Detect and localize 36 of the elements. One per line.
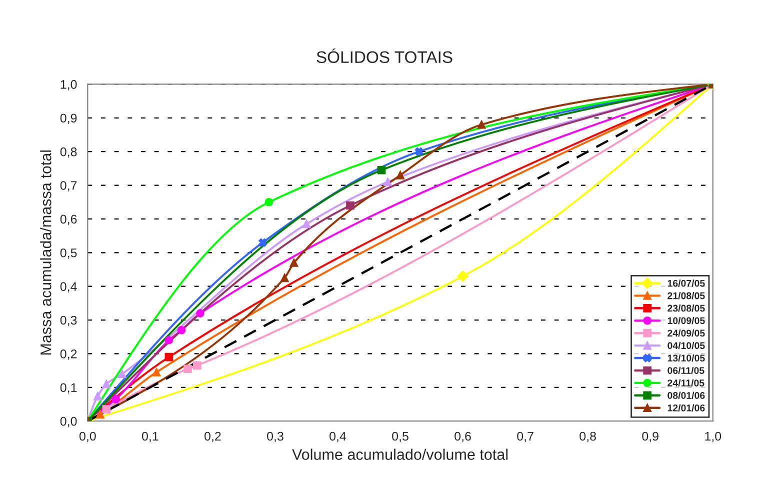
legend-label: 16/07/05 [668,280,705,287]
x-tick-label: 0,3 [267,432,284,442]
legend-label: 04/10/05 [668,342,705,350]
x-tick-label: 0,7 [517,432,534,442]
y-axis-title: Massa acumulada/massa total [40,150,52,355]
y-tick-label: 0,1 [60,383,77,394]
y-tick-label: 0,0 [60,416,77,428]
x-tick-label: 0,6 [454,432,471,442]
x-tick-label: 0,8 [580,432,596,442]
legend-label: 23/08/05 [668,304,705,312]
legend-label: 24/09/05 [668,329,705,337]
x-tick-label: 0,9 [642,432,658,442]
x-tick-label: 0,5 [392,432,408,442]
chart-title: SÓLIDOS TOTAIS [316,48,452,64]
y-tick-label: 0,5 [60,248,77,259]
x-tick-label: 0,0 [79,432,96,442]
legend-label: 13/10/05 [668,354,705,362]
legend-label: 10/09/05 [668,316,705,324]
y-tick-label: 0,3 [60,316,77,326]
y-tick-label: 0,6 [60,214,77,226]
y-tick-label: 0,7 [60,181,77,192]
y-tick-label: 0,4 [60,282,77,292]
legend-label: 24/11/05 [668,379,704,387]
y-tick-label: 1,0 [60,80,77,90]
y-tick-label: 0,9 [60,114,77,124]
x-tick-label: 0,4 [330,432,346,442]
x-axis-title: Volume acumulado/volume total [292,448,508,460]
x-tick-label: 0,1 [142,432,158,442]
y-tick-label: 0,2 [60,350,77,360]
x-tick-label: 0,2 [204,432,221,442]
y-tick-label: 0,8 [60,147,77,158]
legend-label: 21/08/05 [668,292,705,300]
legend-label: 06/11/05 [668,366,704,374]
legend-label: 08/01/06 [668,392,705,400]
legend-label: 12/01/06 [668,404,705,412]
x-tick-label: 1,0 [705,432,722,442]
